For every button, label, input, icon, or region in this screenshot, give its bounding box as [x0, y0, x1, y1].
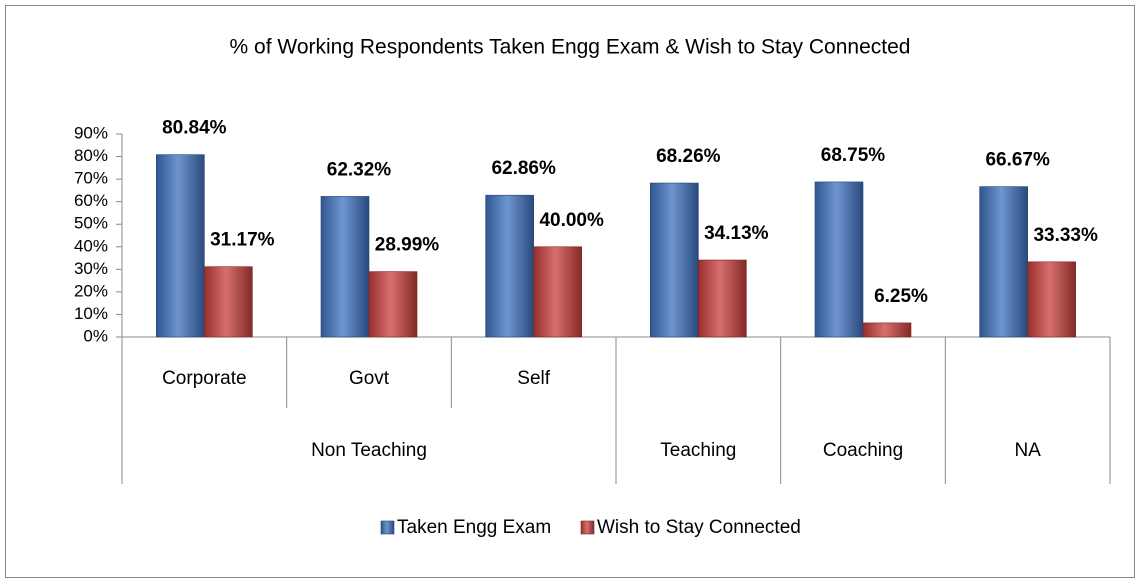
chart-title: % of Working Respondents Taken Engg Exam…: [230, 36, 911, 59]
data-label: 66.67%: [985, 150, 1050, 171]
bar: [862, 322, 912, 338]
bar: [814, 181, 864, 338]
data-label: 6.25%: [874, 286, 928, 307]
bar: [320, 196, 370, 338]
data-label: 34.13%: [704, 223, 769, 244]
group-label: Teaching: [660, 440, 736, 461]
group-label: Coaching: [823, 440, 903, 461]
data-label: 80.84%: [162, 118, 227, 139]
y-tick-label: 40%: [74, 236, 108, 255]
data-label: 62.86%: [491, 158, 556, 179]
bar: [698, 259, 747, 338]
y-tick-label: 10%: [74, 304, 108, 323]
legend-swatch: [380, 520, 395, 535]
y-tick-label: 30%: [74, 259, 108, 278]
group-label: Non Teaching: [311, 440, 427, 461]
x-tick-label: Corporate: [162, 368, 247, 389]
bar: [204, 266, 253, 338]
bar: [979, 186, 1028, 338]
legend-label: Wish to Stay Connected: [597, 517, 801, 538]
data-label: 68.75%: [821, 145, 886, 166]
y-tick-label: 80%: [74, 146, 108, 165]
bar: [650, 182, 699, 338]
data-label: 33.33%: [1033, 225, 1098, 246]
bar: [368, 271, 418, 338]
data-label: 40.00%: [539, 210, 604, 231]
bar: [533, 246, 582, 338]
y-tick-label: 90%: [74, 123, 108, 142]
group-label: NA: [1014, 440, 1041, 461]
legend-label: Taken Engg Exam: [397, 517, 551, 538]
data-label: 31.17%: [210, 230, 275, 251]
data-label: 62.32%: [327, 159, 392, 180]
x-tick-label: Self: [517, 368, 550, 389]
y-tick-label: 50%: [74, 214, 108, 233]
bar: [156, 154, 205, 338]
y-tick-label: 0%: [83, 326, 108, 345]
bar: [1027, 261, 1076, 338]
x-tick-label: Govt: [349, 368, 390, 389]
y-tick-label: 70%: [74, 169, 108, 188]
data-label: 68.26%: [656, 146, 721, 167]
data-label: 28.99%: [375, 235, 440, 256]
bar: [485, 194, 534, 338]
y-tick-label: 60%: [74, 191, 108, 210]
legend-swatch: [580, 520, 595, 535]
y-tick-label: 20%: [74, 281, 108, 300]
